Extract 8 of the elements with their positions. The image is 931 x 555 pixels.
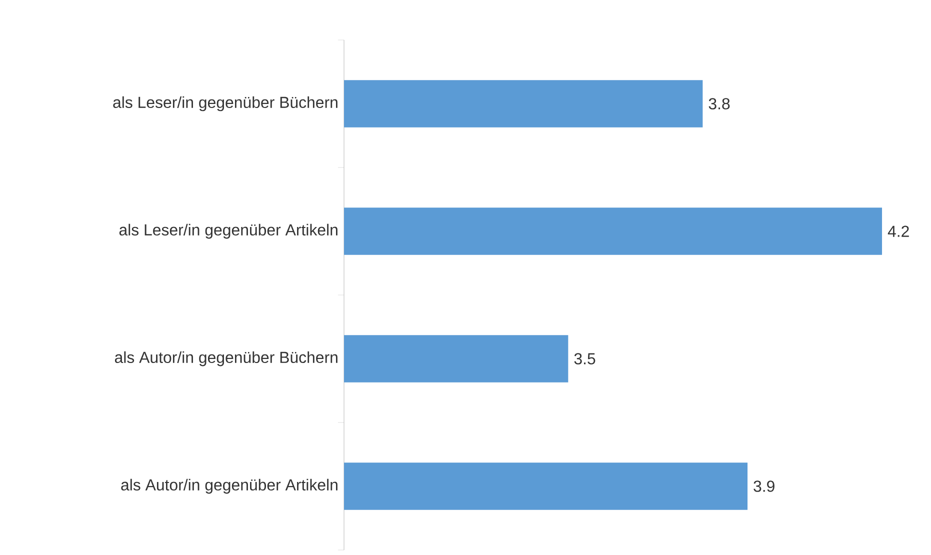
data-label: 4.2 (888, 226, 909, 237)
y-tick-label: als Leser/in gegenüber Büchern (113, 96, 338, 112)
data-label: 3.9 (754, 480, 774, 492)
y-tick-label: als Autor/in gegenüber Artikeln (121, 478, 338, 494)
y-tick-label: als Autor/in gegenüber Büchern (114, 351, 338, 366)
data-label: 3.5 (574, 352, 596, 364)
data-label: 3.8 (708, 98, 730, 110)
y-tick-label: als Leser/in gegenüber Artikeln (119, 224, 338, 239)
